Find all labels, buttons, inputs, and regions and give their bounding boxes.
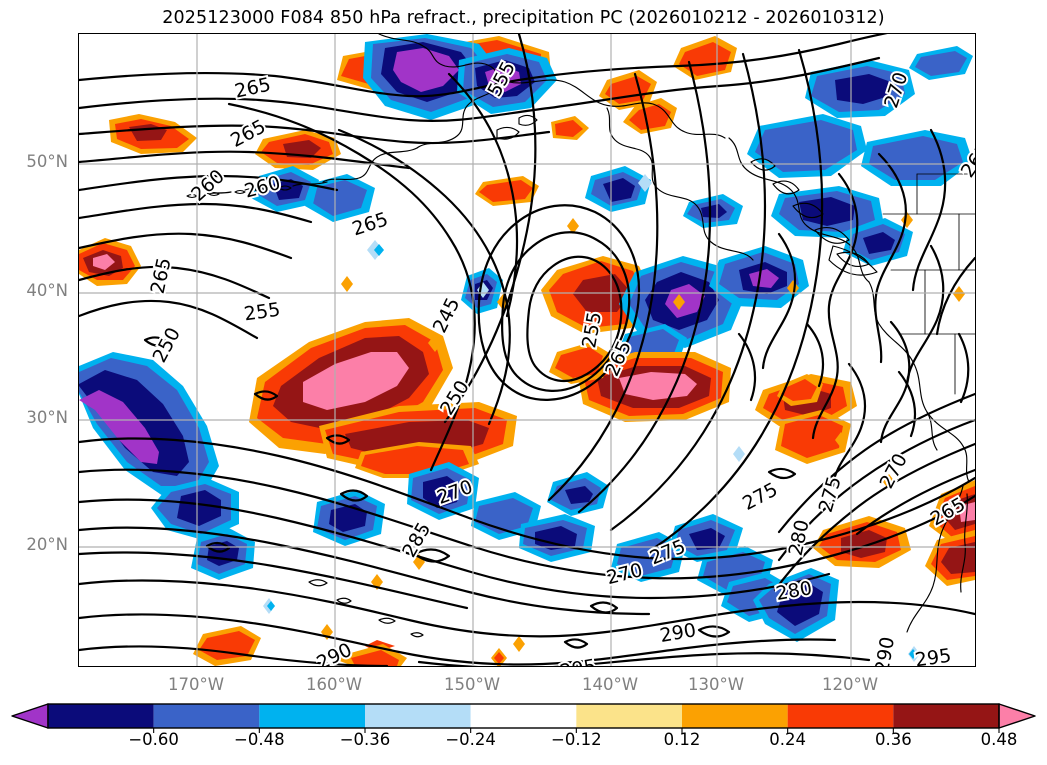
xtick-label: 140°W <box>581 675 639 694</box>
ytick-label: 20°N <box>26 535 68 554</box>
contour-label: 265 <box>233 74 273 103</box>
contour-label: 275 <box>815 474 846 515</box>
contour-layer <box>79 34 975 666</box>
colorbar-extend-low[interactable] <box>11 703 49 729</box>
colorbar-tick-label: 0.12 <box>663 730 701 749</box>
colorbar-outline <box>47 703 1000 729</box>
colorbar-tick-label: 0.48 <box>980 730 1018 749</box>
colorbar-band[interactable] <box>893 704 999 728</box>
contour-label: 285 <box>398 519 435 561</box>
contour-label: 255 <box>243 299 282 326</box>
colorbar[interactable]: −0.60 −0.48 −0.36 −0.24 −0.12 0.12 0.24 0.36 0.4… <box>0 700 1047 765</box>
contour-label: 265 <box>147 256 176 296</box>
contour-label: 290 <box>871 635 899 666</box>
map-canvas: 2655552702652652652602602652652552452552… <box>79 34 975 666</box>
colorbar-band[interactable] <box>365 704 471 728</box>
colorbar-band[interactable] <box>48 704 154 728</box>
contour-label: 270 <box>604 559 645 589</box>
contour-label: 260 <box>187 165 229 206</box>
shading-layer <box>79 34 975 666</box>
contour-label: 270 <box>875 450 911 492</box>
ytick-label: 30°N <box>26 408 68 427</box>
xtick-label: 130°W <box>687 675 745 694</box>
colorbar-tick-label: 0.24 <box>769 730 807 749</box>
colorbar-band[interactable] <box>470 704 577 728</box>
colorbar-tick-label: −0.12 <box>551 730 602 749</box>
gridlines <box>79 34 975 666</box>
contour-label: 280 <box>785 518 814 558</box>
colorbar-tick-label: −0.60 <box>128 730 179 749</box>
xtick-label: 120°W <box>821 675 879 694</box>
figure-title: 2025123000 F084 850 hPa refract., precip… <box>162 8 885 28</box>
colorbar-band[interactable] <box>259 704 365 728</box>
colorbar-band[interactable] <box>576 704 682 728</box>
colorbar-tick-label: −0.48 <box>234 730 285 749</box>
colorbar-tick-label: −0.24 <box>445 730 496 749</box>
colorbar-tick-label: −0.36 <box>339 730 391 749</box>
colorbar-band[interactable] <box>153 704 260 728</box>
xtick-label: 170°W <box>167 675 225 694</box>
xtick-label: 160°W <box>305 675 363 694</box>
contour-label: 250 <box>148 324 184 366</box>
colorbar-tick-label: 0.36 <box>874 730 912 749</box>
ytick-label: 50°N <box>26 152 68 171</box>
colorbar-swatches[interactable] <box>0 700 1047 734</box>
contour-label: 245 <box>429 294 465 336</box>
contour-label: 295 <box>558 655 598 666</box>
contour-label: 275 <box>739 478 781 514</box>
contour-label: 295 <box>914 645 953 666</box>
colorbar-band[interactable] <box>787 704 894 728</box>
xtick-label: 150°W <box>443 675 501 694</box>
map-plot-area[interactable]: 2655552702652652652602602652652552452552… <box>78 33 976 667</box>
colorbar-band[interactable] <box>682 704 788 728</box>
ytick-label: 40°N <box>26 281 68 300</box>
colorbar-extend-high[interactable] <box>998 703 1036 729</box>
